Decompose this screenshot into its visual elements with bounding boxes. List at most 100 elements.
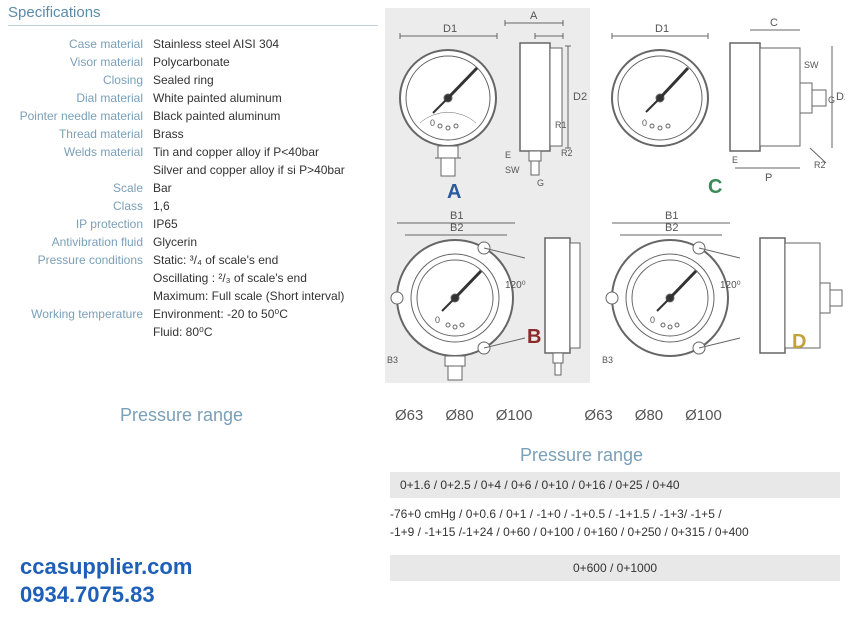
- spec-row: ScaleBar: [8, 180, 378, 196]
- spec-value: Polycarbonate: [153, 54, 378, 70]
- pressure-range-box-2: -76+0 cmHg / 0+0.6 / 0+1 / -1+0 / -1+0.5…: [390, 505, 840, 541]
- svg-text:SW: SW: [804, 60, 819, 70]
- svg-text:B1: B1: [450, 210, 463, 222]
- spec-label: IP protection: [8, 216, 153, 232]
- pr-line-2a: -76+0 cmHg / 0+0.6 / 0+1 / -1+0 / -1+0.5…: [390, 505, 840, 523]
- svg-text:G: G: [537, 178, 544, 188]
- spec-value: Stainless steel AISI 304: [153, 36, 378, 52]
- svg-text:A: A: [447, 181, 461, 203]
- pressure-range-title-2: Pressure range: [520, 445, 643, 466]
- svg-text:B2: B2: [450, 222, 463, 234]
- svg-text:120⁰: 120⁰: [720, 280, 741, 291]
- diameter-list: Ø63 Ø80 Ø100 Ø63 Ø80 Ø100: [395, 407, 744, 424]
- spec-row: Working temperatureEnvironment: -20 to 5…: [8, 306, 378, 322]
- spec-label: Pressure conditions: [8, 252, 153, 268]
- spec-value: Oscillating : ²/₃ of scale's end: [153, 270, 378, 286]
- spec-label: Antivibration fluid: [8, 234, 153, 250]
- spec-value: Tin and copper alloy if P<40bar: [153, 144, 378, 160]
- spec-row: Dial materialWhite painted aluminum: [8, 90, 378, 106]
- spec-row: Welds materialTin and copper alloy if P<…: [8, 144, 378, 160]
- svg-text:0: 0: [642, 118, 647, 128]
- svg-text:0: 0: [435, 315, 440, 325]
- spec-row: Pressure conditionsStatic: ³/₄ of scale'…: [8, 252, 378, 268]
- spec-row: Antivibration fluidGlycerin: [8, 234, 378, 250]
- spec-label: [8, 288, 153, 304]
- svg-text:SW: SW: [505, 165, 520, 175]
- svg-text:R2: R2: [561, 148, 573, 158]
- spec-label: Working temperature: [8, 306, 153, 322]
- pressure-range-box-1: 0+1.6 / 0+2.5 / 0+4 / 0+6 / 0+10 / 0+16 …: [390, 472, 840, 498]
- diameter-item: Ø63: [584, 407, 612, 424]
- spec-value: Black painted aluminum: [153, 108, 378, 124]
- pressure-range-label-left: Pressure range: [120, 405, 243, 426]
- svg-text:D2: D2: [573, 91, 587, 103]
- svg-text:0: 0: [650, 315, 655, 325]
- spec-label: Pointer needle material: [8, 108, 153, 124]
- spec-row: Visor materialPolycarbonate: [8, 54, 378, 70]
- svg-text:A: A: [530, 10, 538, 22]
- spec-label: [8, 324, 153, 340]
- spec-value: Brass: [153, 126, 378, 142]
- spec-label: Case material: [8, 36, 153, 52]
- spec-label: Thread material: [8, 126, 153, 142]
- svg-text:D: D: [792, 331, 806, 353]
- spec-row: Case materialStainless steel AISI 304: [8, 36, 378, 52]
- gauge-diagram-c: D1 C 0 SW D2 G E P R2 C: [600, 8, 845, 203]
- specifications-panel: Specifications Case materialStainless st…: [8, 4, 378, 342]
- spec-label: Visor material: [8, 54, 153, 70]
- spec-row: ClosingSealed ring: [8, 72, 378, 88]
- pr-line-2b: -1+9 / -1+15 /-1+24 / 0+60 / 0+100 / 0+1…: [390, 523, 840, 541]
- spec-label: Dial material: [8, 90, 153, 106]
- spec-row: IP protectionIP65: [8, 216, 378, 232]
- svg-text:B3: B3: [387, 355, 398, 365]
- spec-value: Glycerin: [153, 234, 378, 250]
- svg-text:D1: D1: [655, 23, 669, 35]
- specs-title: Specifications: [8, 4, 378, 26]
- svg-text:B1: B1: [665, 210, 678, 222]
- svg-text:B3: B3: [602, 355, 613, 365]
- svg-text:E: E: [732, 155, 738, 165]
- spec-value: Environment: -20 to 50⁰C: [153, 306, 378, 322]
- spec-row: Pointer needle materialBlack painted alu…: [8, 108, 378, 124]
- diameter-item: Ø100: [496, 407, 533, 424]
- svg-text:R1: R1: [555, 120, 567, 130]
- svg-text:D1: D1: [443, 23, 457, 35]
- svg-text:C: C: [770, 17, 778, 29]
- spec-value: 1,6: [153, 198, 378, 214]
- spec-label: Class: [8, 198, 153, 214]
- spec-label: [8, 162, 153, 178]
- diameter-item: Ø80: [445, 407, 473, 424]
- svg-text:C: C: [708, 176, 722, 198]
- spec-value: Maximum: Full scale (Short interval): [153, 288, 378, 304]
- diameter-item: Ø80: [635, 407, 663, 424]
- diagrams-area: D1 A C 0 D2 R1 R2 E SW G: [385, 8, 845, 388]
- spec-value: Silver and copper alloy if si P>40bar: [153, 162, 378, 178]
- spec-row: Maximum: Full scale (Short interval): [8, 288, 378, 304]
- svg-text:P: P: [765, 172, 772, 184]
- spec-value: IP65: [153, 216, 378, 232]
- svg-text:B: B: [527, 326, 541, 348]
- spec-value: Static: ³/₄ of scale's end: [153, 252, 378, 268]
- contact-site: ccasupplier.com: [20, 553, 192, 581]
- spec-row: Oscillating : ²/₃ of scale's end: [8, 270, 378, 286]
- svg-text:B2: B2: [665, 222, 678, 234]
- svg-text:D2: D2: [836, 91, 845, 103]
- contact-phone: 0934.7075.83: [20, 581, 192, 609]
- spec-label: Welds material: [8, 144, 153, 160]
- spec-label: [8, 270, 153, 286]
- gauge-diagram-a: D1 A C 0 D2 R1 R2 E SW G: [385, 8, 590, 203]
- spec-row: Fluid: 80⁰C: [8, 324, 378, 340]
- pressure-range-box-3: 0+600 / 0+1000: [390, 555, 840, 581]
- gauge-diagram-d: B1 B2 0 120⁰ B3 D: [600, 203, 845, 388]
- diameter-item: Ø100: [685, 407, 722, 424]
- diameter-item: Ø63: [395, 407, 423, 424]
- spec-row: Thread materialBrass: [8, 126, 378, 142]
- svg-text:G: G: [828, 95, 835, 105]
- spec-row: Class1,6: [8, 198, 378, 214]
- spec-label: Closing: [8, 72, 153, 88]
- spec-value: Sealed ring: [153, 72, 378, 88]
- spec-row: Silver and copper alloy if si P>40bar: [8, 162, 378, 178]
- svg-text:R2: R2: [814, 160, 826, 170]
- gauge-diagram-b: B1 B2 0 120⁰ B3 B: [385, 203, 590, 388]
- spec-value: Bar: [153, 180, 378, 196]
